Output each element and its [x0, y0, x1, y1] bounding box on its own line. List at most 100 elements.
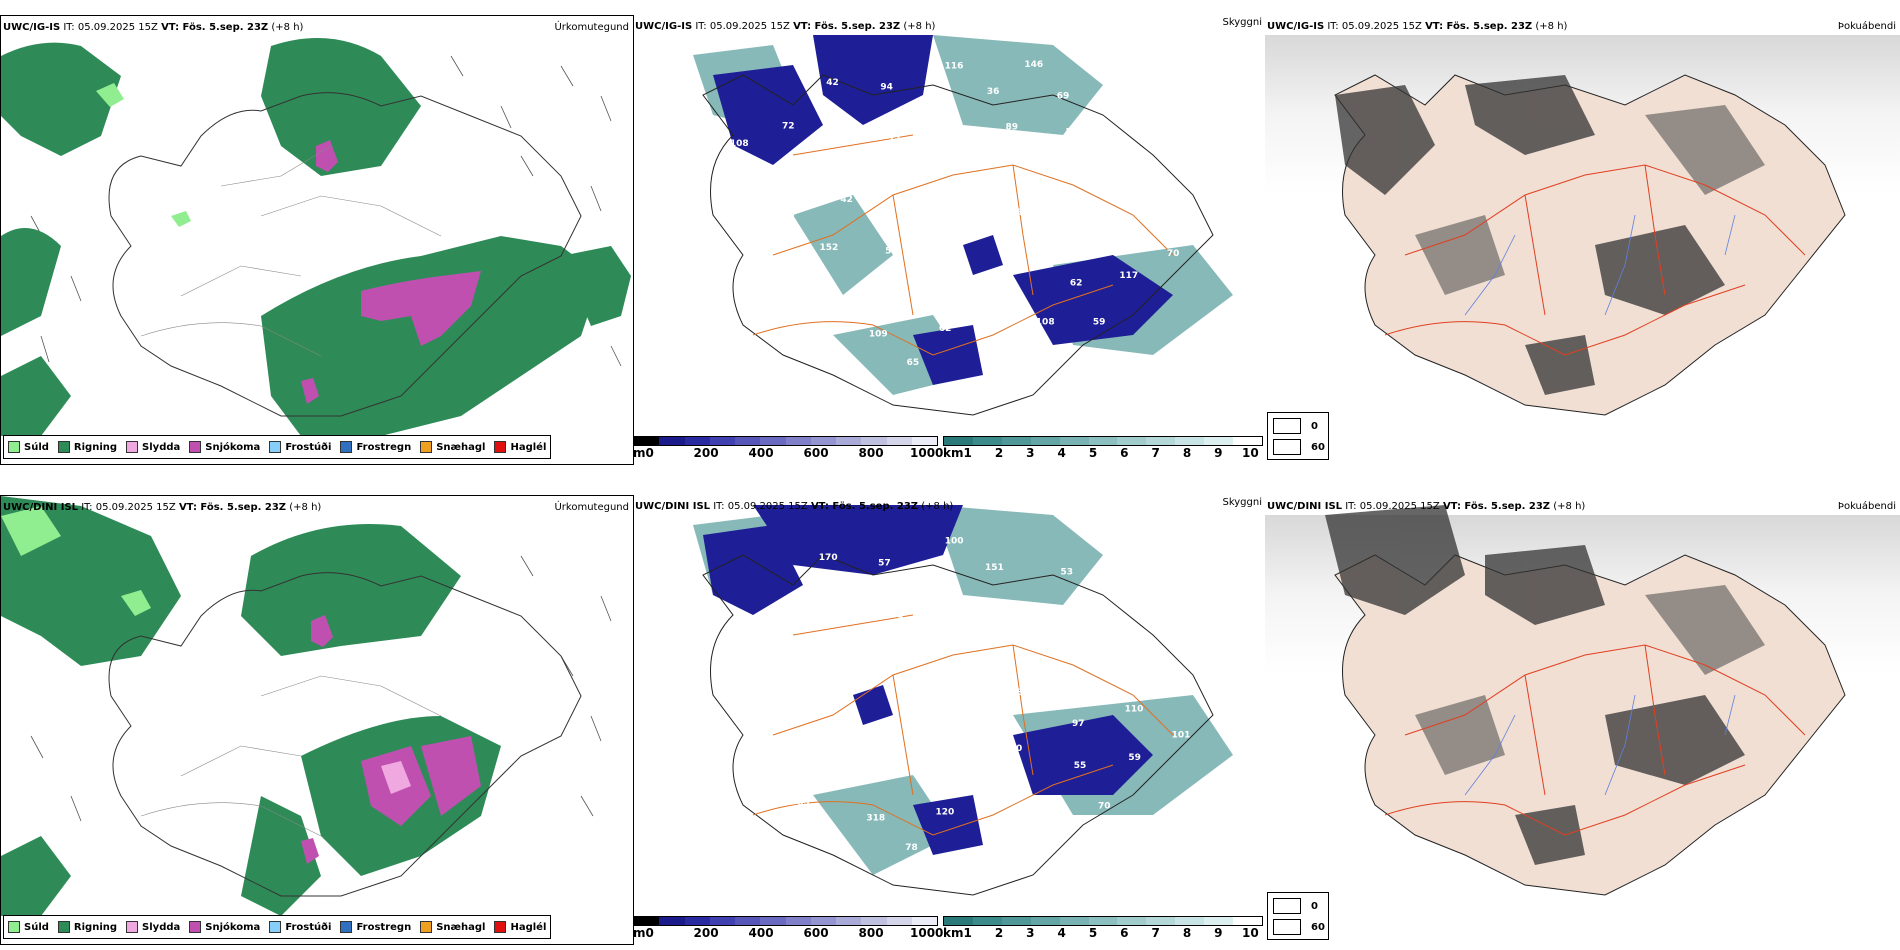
colorbar-segment	[735, 437, 761, 445]
legend-swatch	[126, 441, 139, 453]
model-name: UWC/DINI ISL	[3, 502, 79, 513]
value-label: 170	[819, 553, 838, 563]
fog-legend-row: 0	[1273, 898, 1318, 914]
forecast-row-1: UWC/IG-IS IT: 05.09.2025 15Z VT: Fös. 5.…	[0, 0, 1900, 470]
value-label: 42	[826, 78, 839, 88]
iceland-outline	[702, 74, 1214, 416]
colorbar-tick: 7	[1151, 926, 1160, 940]
colorbar-segment	[684, 917, 710, 925]
value-label: 59	[1128, 753, 1141, 763]
value-label: 69	[1057, 92, 1070, 102]
colorbar-tick: 10	[1242, 446, 1259, 460]
legend-item: Súld	[8, 441, 49, 453]
value-label: 85	[797, 798, 810, 808]
colorbar-tick: 800	[858, 926, 884, 940]
legend-item: Snjókoma	[189, 441, 260, 453]
lead-time: (+8 h)	[921, 501, 954, 512]
colorbar-segment	[634, 917, 660, 925]
colorbar-segment	[1030, 437, 1060, 445]
legend-item: Slydda	[126, 921, 180, 933]
km-unit: km	[943, 926, 964, 940]
value-label: 66	[858, 294, 871, 304]
colorbar-segment	[659, 917, 685, 925]
height-unit: m	[633, 926, 646, 940]
fog-dark-areas	[1335, 75, 1725, 395]
fog-header: UWC/DINI ISL IT: 05.09.2025 15Z VT: Fös.…	[1267, 501, 1585, 513]
colorbar-segment	[886, 917, 912, 925]
value-label: 36	[884, 727, 897, 737]
colorbar-segment	[1088, 917, 1118, 925]
colorbar-segment	[972, 917, 1002, 925]
colorbar-segment	[1059, 917, 1089, 925]
value-label: 102	[749, 243, 768, 253]
issue-time: IT: 05.09.2025 15Z	[695, 21, 790, 32]
value-label: 54	[885, 246, 898, 256]
colorbar-tick: 600	[803, 926, 829, 940]
legend-swatch	[269, 921, 282, 933]
colorbar-segment	[760, 917, 786, 925]
lead-time: (+8 h)	[1553, 501, 1586, 512]
road-network	[752, 134, 1174, 356]
legend-item: Slydda	[126, 441, 180, 453]
issue-time: IT: 05.09.2025 15Z	[1345, 501, 1440, 512]
value-label: 48	[776, 598, 789, 608]
colorbar-segment	[836, 437, 862, 445]
roads	[140, 145, 442, 357]
value-label: 21	[1042, 801, 1055, 811]
value-label: 70	[1167, 249, 1180, 259]
colorbar-segment	[861, 437, 887, 445]
legend-swatch	[126, 921, 139, 933]
colorbar-segment	[1001, 917, 1031, 925]
value-label: 89	[1006, 123, 1019, 133]
value-label: 80	[1010, 744, 1023, 754]
snow-areas	[301, 615, 481, 864]
legend-label: Snæhagl	[436, 441, 486, 453]
sleet-areas	[381, 761, 411, 794]
colorbar-tick: 9	[1214, 926, 1223, 940]
legend-swatch	[189, 441, 202, 453]
value-label: 101	[835, 675, 854, 685]
value-labels: 39 36 29 80 101 113 117 131 97 30 46 60 49 61 60 44 55 12…	[720, 537, 1190, 854]
colorbar-segment	[911, 917, 937, 925]
visibility-map-svg: 39 36 29 80 101 113 117 131 97 30 46 60 49 61 60 44 55 12…	[693, 505, 1233, 896]
legend-swatch	[340, 921, 353, 933]
fog-legend: 0 60	[1267, 892, 1329, 940]
value-label: 77	[889, 133, 902, 143]
model-name: UWC/DINI ISL	[1267, 501, 1343, 512]
colorbar-tick: 8	[1182, 446, 1192, 460]
value-label: 101	[1172, 731, 1191, 741]
valid-time: VT: Fös. 5.sep. 23Z	[1425, 21, 1533, 32]
km-colorbar: km 1 2 3 4 5 6 7 8 9 10	[943, 436, 1263, 462]
issue-time: IT: 05.09.2025 15Z	[63, 22, 158, 33]
precip-type-map: UWC/IG-IS IT: 05.09.2025 15Z VT: Fös. 5.…	[0, 15, 634, 465]
valid-time: VT: Fös. 5.sep. 23Z	[1442, 501, 1551, 512]
precip-legend: Súld Rigning Slydda Snjókoma Frostúði Frostre…	[3, 915, 552, 939]
precip-type-map: UWC/DINI ISL IT: 05.09.2025 15Z VT: Fös.…	[0, 495, 634, 945]
visibility-map: 39 36 29 80 101 113 117 131 97 30 46 60 49 61 60 44 55 12…	[633, 495, 1265, 943]
value-label: 97	[1072, 719, 1085, 729]
colorbar-segment	[1233, 917, 1262, 925]
value-label: 60	[855, 776, 868, 786]
road-network	[1384, 164, 1806, 356]
value-label: 40	[1008, 263, 1021, 273]
value-label: 60	[991, 783, 1004, 793]
legend-swatch	[494, 921, 507, 933]
low-height-areas	[703, 505, 1153, 855]
legend-label: Rigning	[73, 921, 118, 933]
fog-legend-row: 60	[1273, 439, 1325, 455]
km-bar	[943, 916, 1263, 926]
value-label: 94	[880, 83, 893, 93]
value-label: 110	[1125, 705, 1144, 715]
colorbar-segment	[886, 437, 912, 445]
value-label: 62	[1094, 186, 1107, 196]
colorbar-tick: 3	[1026, 926, 1035, 940]
colorbar-segment	[1088, 437, 1118, 445]
valid-time: VT: Fös. 5.sep. 23Z	[810, 501, 919, 512]
legend-label: Frostúði	[285, 441, 332, 453]
height-bar	[633, 916, 938, 926]
value-label: 29	[955, 624, 968, 634]
valid-time: VT: Fös. 5.sep. 23Z	[793, 21, 901, 32]
legend-item: Rigning	[57, 921, 118, 933]
legend-label: Súld	[24, 921, 49, 933]
value-label: 53	[1061, 568, 1074, 578]
